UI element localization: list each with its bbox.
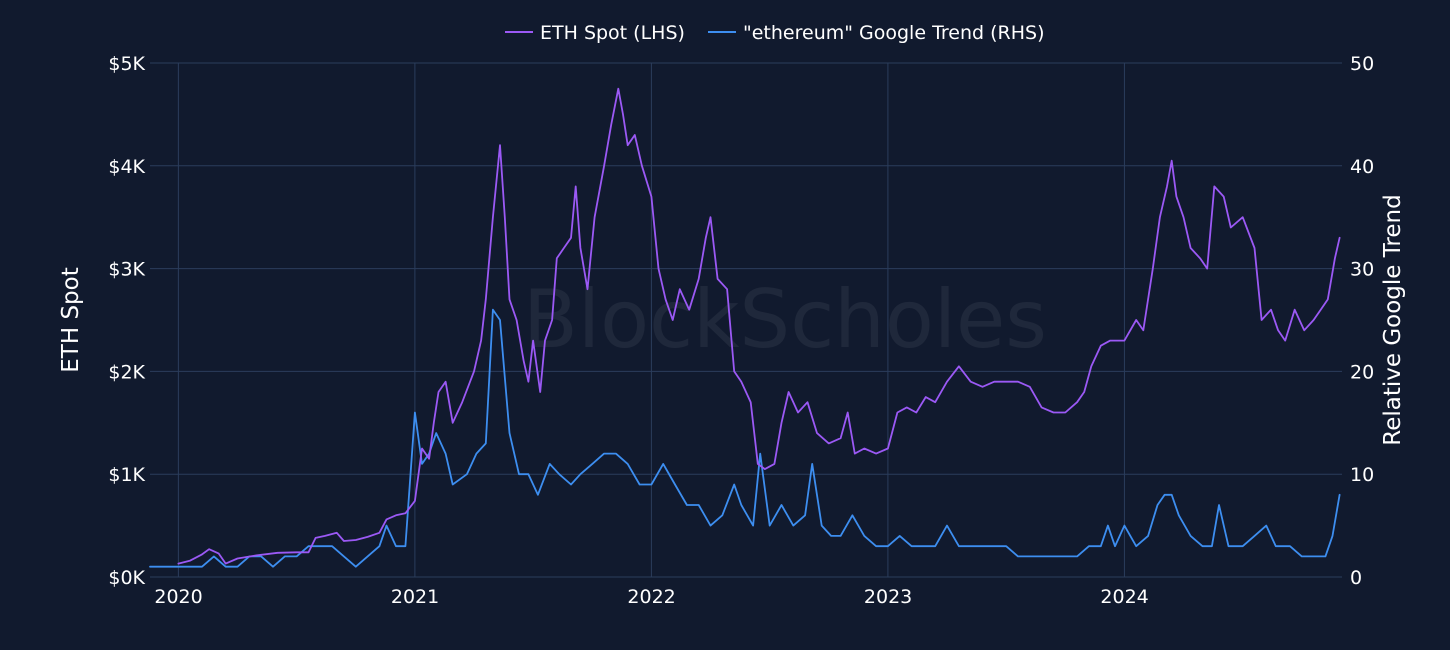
y-right-tick-label: 40 xyxy=(1350,156,1374,178)
x-tick-label: 2023 xyxy=(864,586,912,608)
grid xyxy=(150,62,1342,578)
x-tick-label: 2021 xyxy=(391,586,439,608)
y-left-tick-label: $4K xyxy=(108,156,145,178)
y-right-tick-label: 0 xyxy=(1350,567,1362,589)
series-layer xyxy=(149,87,1341,568)
y-right-tick-label: 10 xyxy=(1350,464,1374,486)
y-right-tick-label: 50 xyxy=(1350,53,1374,75)
y-axis-left: $0K $1K $2K $3K $4K $5K xyxy=(108,53,145,589)
legend-item-1[interactable]: "ethereum" Google Trend (RHS) xyxy=(708,22,1044,44)
y-left-tick-label: $1K xyxy=(108,464,145,486)
y-right-tick-label: 30 xyxy=(1350,259,1374,281)
x-tick-label: 2020 xyxy=(154,586,202,608)
x-tick-label: 2022 xyxy=(627,586,675,608)
y-left-tick-label: $2K xyxy=(108,361,145,383)
x-axis: 2020 2021 2022 2023 2024 xyxy=(154,586,1148,608)
y-left-tick-label: $3K xyxy=(108,259,145,281)
watermark: BlockScholes xyxy=(523,273,1047,366)
y-axis-left-title: ETH Spot xyxy=(58,267,84,372)
y-left-tick-label: $0K xyxy=(108,567,145,589)
x-tick-label: 2024 xyxy=(1100,586,1148,608)
series-line-google-trend xyxy=(149,308,1341,568)
y-axis-right-title: Relative Google Trend xyxy=(1380,194,1406,445)
legend-label: ETH Spot (LHS) xyxy=(540,22,685,44)
series-line-eth-spot xyxy=(177,87,1341,565)
y-axis-right: 0 10 20 30 40 50 xyxy=(1350,53,1374,589)
legend[interactable]: ETH Spot (LHS) "ethereum" Google Trend (R… xyxy=(505,22,1044,44)
legend-label: "ethereum" Google Trend (RHS) xyxy=(743,22,1044,44)
legend-item-0[interactable]: ETH Spot (LHS) xyxy=(505,22,685,44)
y-left-tick-label: $5K xyxy=(108,53,145,75)
y-right-tick-label: 20 xyxy=(1350,361,1374,383)
